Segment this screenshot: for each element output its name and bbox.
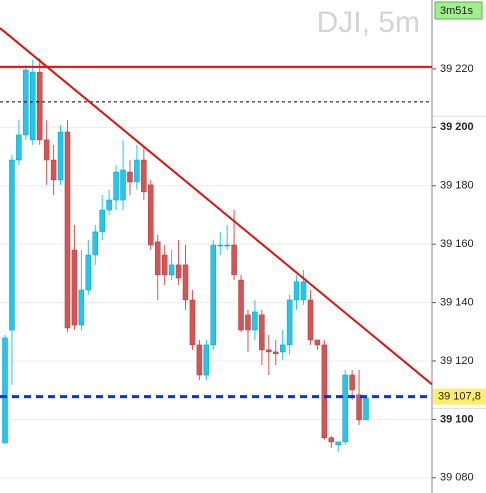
candle-body [141, 159, 147, 193]
candle-body [321, 344, 328, 439]
y-tick-label: 39 160 [440, 238, 474, 250]
candle-body [57, 131, 64, 181]
candle-body [266, 349, 272, 353]
candle-body [175, 264, 182, 279]
candle-body [245, 314, 251, 331]
candle-body [335, 441, 341, 446]
candle-body [217, 244, 223, 247]
candle-body [99, 209, 105, 233]
candle-body [252, 311, 258, 331]
candle-body [182, 264, 189, 301]
candle-body [120, 169, 126, 201]
candle-body [2, 337, 8, 444]
candle-body [148, 184, 154, 246]
candle-body [9, 159, 15, 331]
candle-body [71, 249, 78, 326]
candle-body [314, 339, 321, 346]
y-tick-label: 39 080 [440, 472, 474, 484]
trend-line [0, 27, 433, 386]
y-tick-label: 39 200 [440, 121, 474, 133]
candle-body [85, 254, 92, 291]
candle-body [127, 171, 133, 183]
candle-body [106, 199, 112, 211]
candle-body [36, 71, 43, 141]
candle-body [154, 241, 161, 276]
candle-body [293, 281, 300, 301]
timer-box [434, 1, 483, 20]
candle-body [210, 244, 217, 346]
candle-body [113, 171, 119, 201]
y-tick-label: 39 100 [440, 413, 474, 425]
candle-body [43, 139, 50, 161]
candle-body [64, 131, 71, 329]
candle-body [161, 254, 168, 276]
y-tick-label: 39 140 [440, 296, 474, 308]
y-tick-label: 39 120 [440, 355, 474, 367]
candle-body [238, 279, 244, 331]
candle-body [224, 244, 230, 247]
candle-body [328, 437, 335, 443]
y-tick-label: 39 220 [440, 63, 474, 75]
candle-body [259, 314, 265, 351]
candle-body [349, 374, 355, 391]
candle-body [23, 69, 29, 136]
candle-body [342, 374, 348, 443]
candle-body [92, 231, 98, 256]
candle-body [203, 344, 210, 376]
candle-body [30, 71, 36, 141]
y-tick-label: 39 180 [440, 180, 474, 192]
candle-body [134, 159, 140, 183]
current-price-label: 39 107,8 [438, 391, 481, 403]
timer-label: 3m51s [440, 5, 474, 17]
candle-body [307, 299, 314, 341]
candle-body [231, 244, 237, 276]
candle-body [363, 397, 369, 421]
candle-body [16, 134, 22, 161]
candle-body [196, 344, 203, 376]
watermark: DJI, 5m [317, 6, 420, 39]
candle-body [279, 344, 286, 353]
candle-body [50, 159, 57, 181]
candle-body [168, 264, 175, 276]
current-price-box [433, 388, 486, 405]
candle-body [300, 281, 307, 301]
candle-body [286, 299, 293, 346]
candle-body [189, 299, 196, 346]
candle-body [78, 289, 85, 326]
candle-body [356, 394, 362, 421]
candle-body [273, 351, 279, 354]
